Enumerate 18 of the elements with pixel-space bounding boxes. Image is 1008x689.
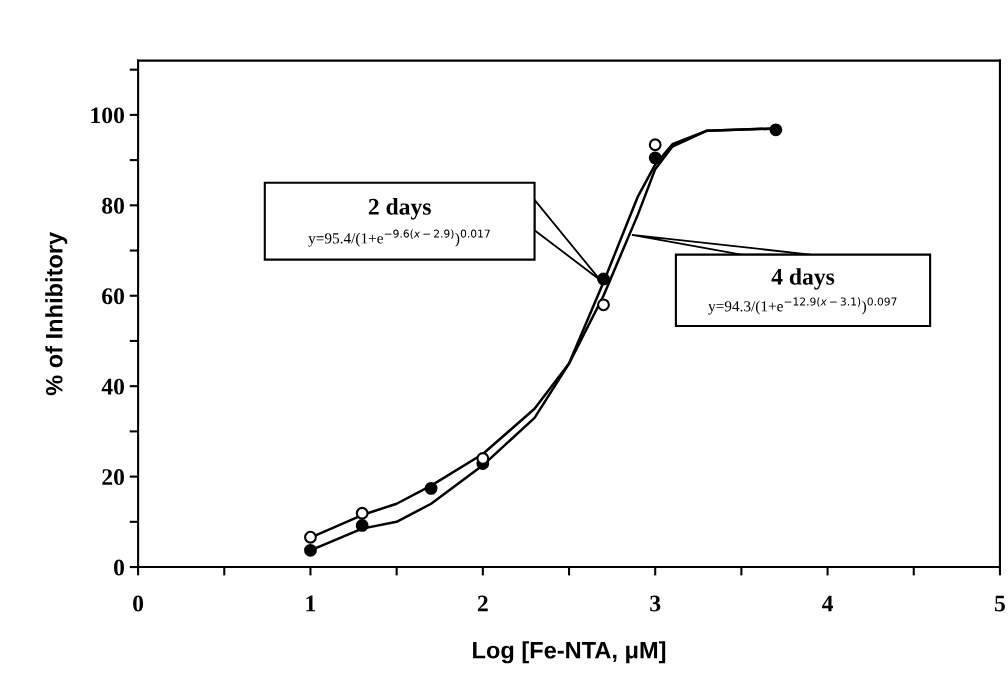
y-tick-label: 0 — [114, 559, 124, 576]
x-tick-label: 5 — [994, 595, 1005, 612]
x-tick-label: 0 — [133, 595, 144, 612]
annotation: 4 days — [771, 268, 835, 290]
x-tick-label: 4 — [821, 595, 834, 612]
y-tick-label: 40 — [101, 378, 124, 395]
y-tick-label: 60 — [102, 288, 124, 305]
x-tick-label: 3 — [650, 595, 661, 612]
x-axis-title: Log [Fe-NTA, μM] — [473, 641, 666, 664]
y-tick-label: 100 — [91, 107, 124, 124]
y-axis-title: % of Inhibitory — [45, 231, 68, 396]
x-tick-label: 1 — [306, 595, 316, 612]
annotation: y=95.4/(1+e$^{−9.6(x−2.9)}$)$^{0.017}$ — [308, 229, 490, 247]
annotation: y=94.3/(1+e$^{−12.9(x−3.1)}$)$^{0.097}$ — [708, 297, 897, 315]
y-tick-label: 80 — [102, 197, 124, 214]
x-tick-label: 2 — [477, 595, 488, 612]
annotation: 2 days — [368, 198, 431, 220]
y-tick-label: 20 — [102, 469, 124, 486]
